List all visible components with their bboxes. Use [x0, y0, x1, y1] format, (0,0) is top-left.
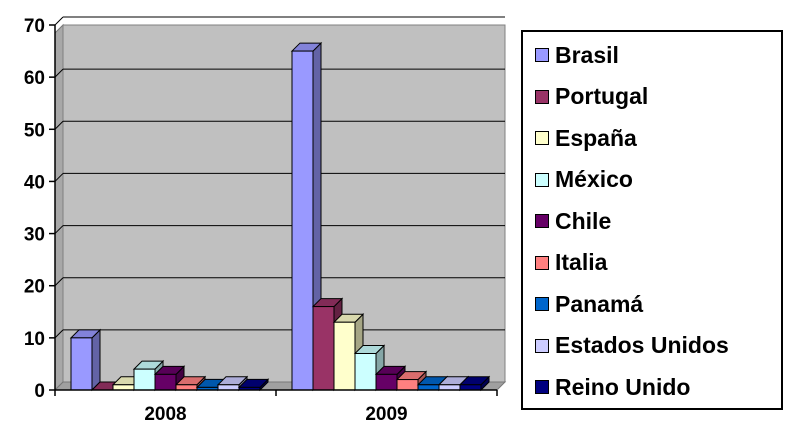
- gridline: [54, 329, 64, 339]
- bar-side: [91, 328, 101, 392]
- gridline: [54, 173, 64, 182]
- gridline: [54, 225, 64, 234]
- y-axis-ticks: 0 10 20 30 40 50 60 70: [24, 16, 45, 402]
- legend-label: Portugal: [555, 83, 649, 109]
- y-tick-label: 70: [24, 16, 45, 37]
- bar-front: [354, 353, 377, 391]
- bar-front: [175, 384, 198, 391]
- bar: [69, 328, 102, 392]
- legend-swatch: [535, 131, 549, 145]
- y-tick-label: 0: [34, 381, 45, 402]
- back-wall: [62, 24, 506, 383]
- side-wall: [54, 23, 64, 392]
- legend-swatch: [535, 89, 549, 104]
- legend-swatch: [535, 380, 549, 394]
- legend-item: Reino Unido: [535, 374, 690, 400]
- legend-item: Brasil: [535, 42, 619, 68]
- bar-front: [312, 306, 335, 391]
- y-tick-label: 60: [24, 68, 45, 89]
- y-tick-label: 30: [24, 225, 45, 246]
- bar-front: [70, 337, 93, 391]
- legend-item: Chile: [535, 208, 611, 234]
- bar-front: [333, 321, 356, 391]
- bar-front: [396, 379, 419, 391]
- legend: Brasil Portugal España México Chile Ital…: [521, 30, 783, 410]
- legend-swatch: [535, 48, 549, 62]
- legend-label: Italia: [555, 249, 608, 275]
- x-tick-label: 2008: [144, 404, 186, 425]
- y-tick-label: 50: [24, 120, 45, 141]
- bar-front: [417, 384, 440, 391]
- plot-area: [53, 23, 507, 392]
- bar-front: [459, 384, 482, 391]
- axes: [49, 24, 498, 396]
- x-tick-label: 2009: [365, 404, 407, 425]
- legend-label: España: [555, 124, 637, 151]
- legend-label: Estados Unidos: [555, 332, 729, 358]
- legend-item: México: [535, 166, 633, 193]
- legend-item: España: [535, 125, 637, 151]
- legend-swatch: [535, 214, 549, 228]
- bar-front: [217, 384, 240, 391]
- legend-label: Brasil: [555, 41, 619, 68]
- bar-front: [438, 384, 461, 391]
- legend-label: Reino Unido: [555, 373, 691, 400]
- gridline: [54, 16, 64, 26]
- legend-label: Chile: [555, 207, 612, 234]
- bar-front: [291, 50, 314, 391]
- y-tick-label: 10: [24, 329, 45, 350]
- x-axis-ticks: 2008 2009: [144, 404, 407, 425]
- bar-front: [375, 373, 398, 391]
- gridline: [54, 68, 64, 78]
- legend-item: Portugal: [535, 83, 649, 110]
- bars: [69, 41, 491, 392]
- legend-swatch: [535, 255, 549, 270]
- legend-item: Italia: [535, 249, 608, 276]
- legend-swatch: [535, 172, 549, 187]
- legend-swatch: [535, 338, 549, 353]
- y-tick-label: 40: [24, 172, 45, 193]
- y-tick-label: 20: [24, 277, 45, 298]
- legend-item: Panamá: [535, 291, 643, 317]
- gridline: [54, 120, 64, 130]
- bar: [237, 378, 270, 392]
- bar-front: [133, 368, 156, 391]
- gridlines: [54, 16, 505, 339]
- legend-label: Panamá: [555, 290, 644, 317]
- bar-front: [112, 384, 135, 391]
- legend-swatch: [535, 297, 549, 311]
- bar-chart: 0 10 20 30 40 50 60 70 2008 2009: [24, 16, 507, 425]
- gridline: [54, 277, 64, 287]
- bar-front: [154, 373, 177, 391]
- legend-item: Estados Unidos: [535, 332, 729, 359]
- legend-label: México: [555, 166, 633, 192]
